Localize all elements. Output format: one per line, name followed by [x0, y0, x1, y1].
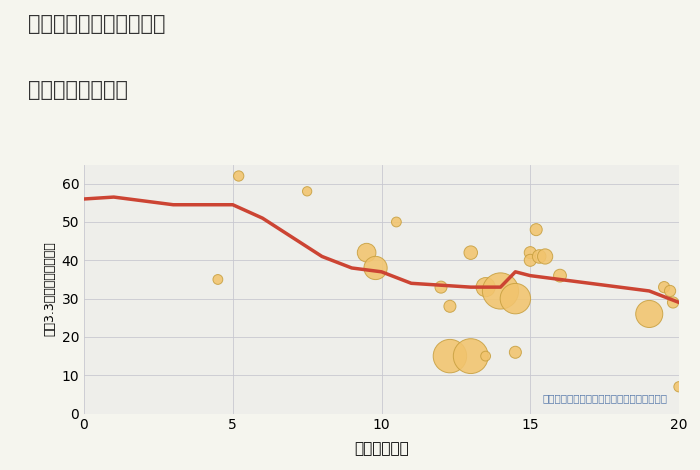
Text: 円の大きさは、取引のあった物件面積を示す: 円の大きさは、取引のあった物件面積を示す: [542, 394, 667, 404]
Point: [480, 352, 491, 360]
Point: [302, 188, 313, 195]
Point: [212, 276, 223, 283]
Point: [644, 310, 655, 318]
Point: [480, 283, 491, 291]
Point: [525, 257, 536, 264]
Point: [233, 172, 244, 180]
Text: 神奈川県伊勢原市善波の: 神奈川県伊勢原市善波の: [28, 14, 165, 34]
Y-axis label: 坪（3.3㎡）単価（万円）: 坪（3.3㎡）単価（万円）: [43, 242, 56, 337]
Point: [444, 303, 456, 310]
Point: [361, 249, 372, 257]
Point: [531, 226, 542, 234]
Text: 駅距離別土地価格: 駅距離別土地価格: [28, 80, 128, 100]
Point: [664, 287, 676, 295]
Point: [444, 352, 456, 360]
Point: [435, 283, 447, 291]
Point: [540, 253, 551, 260]
Point: [510, 295, 521, 302]
Point: [391, 218, 402, 226]
Point: [673, 383, 685, 391]
Point: [525, 249, 536, 257]
Point: [533, 253, 545, 260]
X-axis label: 駅距離（分）: 駅距離（分）: [354, 441, 409, 456]
Point: [495, 287, 506, 295]
Point: [659, 283, 670, 291]
Point: [554, 272, 566, 279]
Point: [510, 349, 521, 356]
Point: [668, 299, 679, 306]
Point: [465, 352, 476, 360]
Point: [370, 264, 381, 272]
Point: [465, 249, 476, 257]
